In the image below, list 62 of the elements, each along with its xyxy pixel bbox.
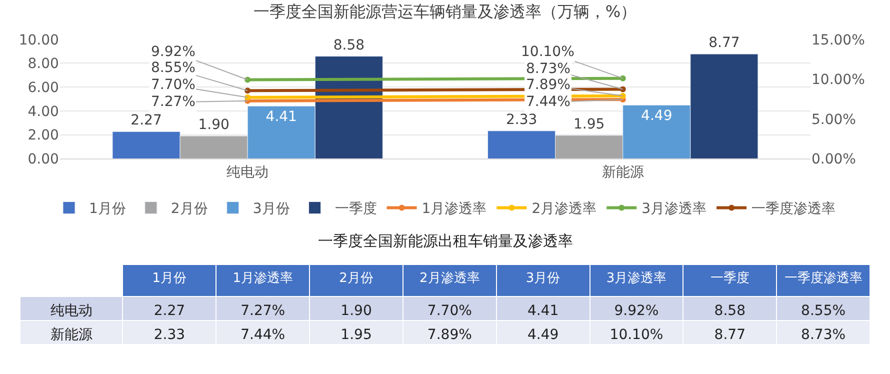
text: 2月渗透率 bbox=[420, 271, 480, 286]
data-label: 9.92% bbox=[151, 44, 196, 60]
data-label: 2.27 bbox=[130, 112, 162, 129]
y-tick-label: 0.00 bbox=[28, 152, 59, 168]
text: 7.44% bbox=[240, 326, 286, 343]
y2-tick-label: 10.00% bbox=[812, 72, 865, 88]
y-tick-label: 2.00 bbox=[28, 128, 59, 144]
text: 10.10% bbox=[610, 326, 664, 343]
text: 一季度 bbox=[710, 271, 750, 286]
data-label: 7.89% bbox=[526, 77, 570, 93]
data-label: 8.55% bbox=[151, 60, 196, 76]
text: 8.55% bbox=[801, 302, 846, 319]
text: 8.77 bbox=[714, 326, 746, 343]
category-label: 新能源 bbox=[50, 326, 92, 343]
data-label: 2.33 bbox=[506, 112, 538, 128]
y-tick-label: 6.00 bbox=[28, 80, 59, 96]
data-label: 10.10% bbox=[521, 44, 574, 60]
chart-title: 一季度全国新能源营运车辆销量及渗透率（万辆，%） bbox=[253, 2, 637, 21]
legend-label: 一季度渗透率 bbox=[752, 201, 836, 218]
text: 1.95 bbox=[340, 326, 372, 343]
y-tick-label: 10.00 bbox=[18, 32, 59, 48]
text: 一季度渗透率 bbox=[784, 271, 862, 286]
data-label: 7.27% bbox=[151, 94, 196, 110]
legend-label: 3月渗透率 bbox=[642, 201, 707, 218]
text: 1月渗透率 bbox=[232, 271, 293, 286]
text: 7.70% bbox=[427, 302, 472, 319]
text: 4.49 bbox=[527, 326, 559, 343]
legend-label: 1月份 bbox=[89, 201, 126, 218]
text: 2.33 bbox=[154, 326, 186, 343]
text: 7.89% bbox=[427, 326, 472, 343]
text: 1.90 bbox=[340, 302, 372, 319]
legend-label: 2月份 bbox=[170, 201, 208, 218]
legend-label: 2月渗透率 bbox=[532, 201, 597, 218]
legend-label: 3月份 bbox=[252, 201, 290, 218]
text: 1月份 bbox=[152, 271, 187, 286]
y2-tick-label: 0.00% bbox=[812, 152, 856, 168]
text: 3月份 bbox=[526, 271, 560, 286]
y2-tick-label: 15.00% bbox=[812, 32, 865, 48]
text: 4.41 bbox=[527, 302, 559, 319]
text: 9.92% bbox=[614, 302, 659, 319]
text: 2.27 bbox=[154, 302, 186, 319]
text: 7.27% bbox=[240, 302, 286, 319]
data-label: 8.77 bbox=[708, 35, 740, 52]
data-label: 8.73% bbox=[526, 61, 570, 77]
data-label: 1.90 bbox=[198, 117, 230, 134]
text: 2月份 bbox=[339, 271, 374, 286]
y-tick-label: 4.00 bbox=[28, 104, 59, 120]
legend-label: 1月渗透率 bbox=[422, 201, 487, 218]
text: 一季度全国新能源出租车销量及渗透率 bbox=[318, 232, 573, 250]
data-label: 1.95 bbox=[574, 116, 605, 132]
y2-tick-label: 5.00% bbox=[812, 112, 856, 128]
text: 8.58 bbox=[714, 302, 746, 319]
y-tick-label: 8.00 bbox=[28, 56, 59, 72]
text: 8.73% bbox=[801, 326, 846, 343]
data-label: 4.41 bbox=[266, 109, 297, 126]
data-label: 4.49 bbox=[641, 108, 672, 124]
category-label: 纯电动 bbox=[50, 302, 92, 319]
data-label: 7.44% bbox=[526, 94, 570, 110]
text: 3月渗透率 bbox=[606, 271, 667, 286]
legend-label: 一季度 bbox=[334, 201, 377, 218]
data-label: 7.70% bbox=[151, 77, 196, 93]
data-label: 8.58 bbox=[333, 37, 364, 54]
